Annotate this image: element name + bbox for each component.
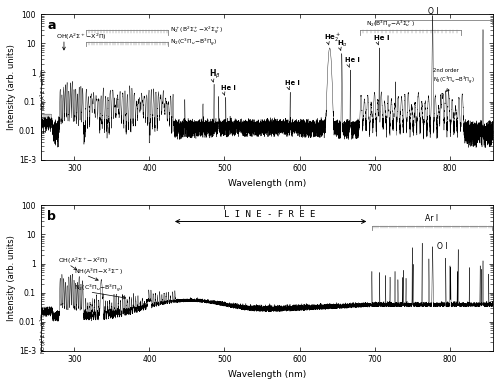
Y-axis label: Intensity (arb. units): Intensity (arb. units) xyxy=(7,44,16,130)
Text: a: a xyxy=(48,19,56,32)
Text: He I: He I xyxy=(220,85,236,91)
Text: N$_2$(B$^3\Pi_g$$-$A$^3\Sigma_u^+$): N$_2$(B$^3\Pi_g$$-$A$^3\Sigma_u^+$) xyxy=(366,19,414,30)
X-axis label: Wavelength (nm): Wavelength (nm) xyxy=(228,370,306,379)
Text: He I: He I xyxy=(374,35,390,41)
Text: O I: O I xyxy=(428,7,438,16)
Text: He I: He I xyxy=(286,80,300,86)
Text: NO(A$^2\Sigma^+$$-$X$^2\Pi$): NO(A$^2\Sigma^+$$-$X$^2\Pi$) xyxy=(38,68,49,110)
Y-axis label: Intensity (arb. units): Intensity (arb. units) xyxy=(7,235,16,321)
Text: NH(A$^3\Pi$$-$X$^3\Sigma^-$): NH(A$^3\Pi$$-$X$^3\Sigma^-$) xyxy=(74,266,124,276)
Text: Ar I: Ar I xyxy=(425,213,438,223)
Text: b: b xyxy=(48,210,56,223)
X-axis label: Wavelength (nm): Wavelength (nm) xyxy=(228,179,306,188)
Text: N$_2$(C$^3\Pi_u$$-$B$^3\Pi_g$): N$_2$(C$^3\Pi_u$$-$B$^3\Pi_g$) xyxy=(74,283,124,295)
Text: He$_2^+$: He$_2^+$ xyxy=(324,32,342,44)
Text: NO(A$^2\Sigma^+$$-$X$^2\Pi$): NO(A$^2\Sigma^+$$-$X$^2\Pi$) xyxy=(38,312,49,354)
Text: N$_2^+$(B$^2\Sigma_u^+$$-$X$^2\Sigma_g^+$): N$_2^+$(B$^2\Sigma_u^+$$-$X$^2\Sigma_g^+… xyxy=(170,24,223,37)
Text: L I N E - F R E E: L I N E - F R E E xyxy=(224,210,315,219)
Text: 2nd order
N$_2$(C$^3\Pi_u$$-$B$^3\Pi_g$): 2nd order N$_2$(C$^3\Pi_u$$-$B$^3\Pi_g$) xyxy=(433,68,475,86)
Text: O I: O I xyxy=(437,242,448,251)
Text: He I: He I xyxy=(346,57,360,63)
Text: H$_\beta$: H$_\beta$ xyxy=(210,68,221,81)
Text: N$_2$(C$^3\Pi_u$$-$B$^3\Pi_g$): N$_2$(C$^3\Pi_u$$-$B$^3\Pi_g$) xyxy=(170,37,217,48)
Text: OH(A$^2\Sigma^+$$-$X$^2\Pi$): OH(A$^2\Sigma^+$$-$X$^2\Pi$) xyxy=(58,255,108,266)
Text: OH(A$^2\Sigma^+$$-$X$^2\Pi$): OH(A$^2\Sigma^+$$-$X$^2\Pi$) xyxy=(56,32,106,42)
Text: H$_\alpha$: H$_\alpha$ xyxy=(337,39,348,49)
